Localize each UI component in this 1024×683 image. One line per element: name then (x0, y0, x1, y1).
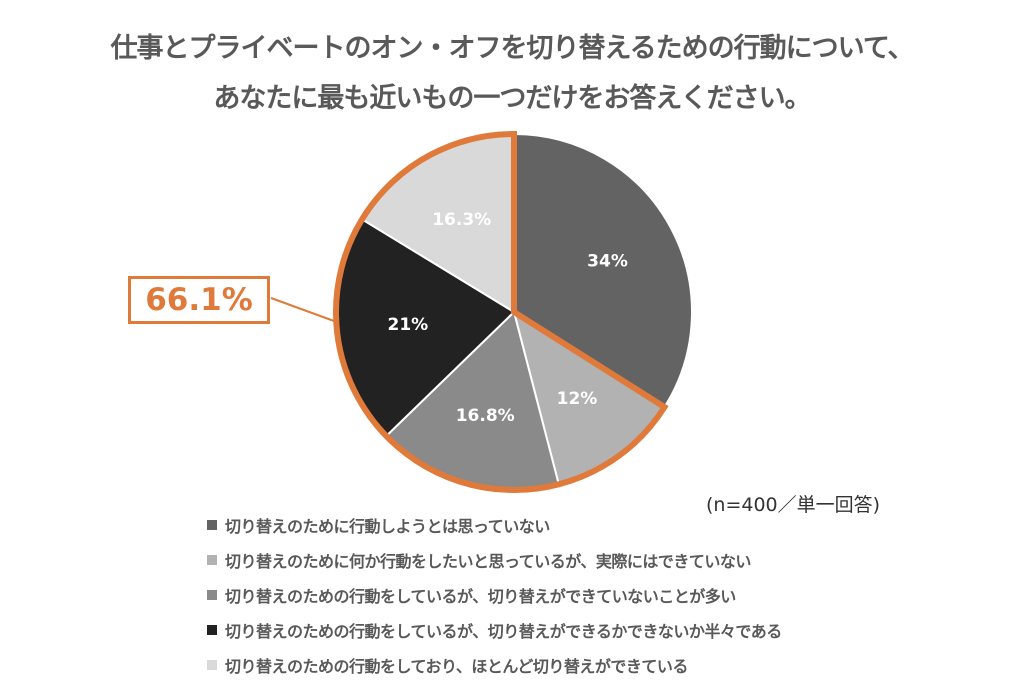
legend-swatch-icon (207, 519, 217, 530)
highlight-outline (333, 130, 669, 493)
chart-title-line2: あなたに最も近いもの一つだけをお答えください。 (213, 83, 811, 114)
slice-label: 16.3% (432, 210, 491, 230)
legend-swatch-icon (207, 589, 217, 600)
slice-label: 12% (557, 389, 598, 409)
callout-leader-line (270, 297, 335, 322)
legend: 切り替えのために行動しようとは思っていない 切り替えのために何か行動をしたいと思… (207, 507, 782, 682)
slice-label: 34% (587, 251, 628, 271)
legend-swatch-icon (207, 659, 217, 670)
sample-note: (n=400／単一回答) (706, 494, 881, 516)
legend-item: 切り替えのために行動しようとは思っていない (207, 507, 782, 542)
slice-label: 16.8% (456, 406, 515, 426)
legend-item: 切り替えのために何か行動をしたいと思っているが、実際にはできていない (207, 542, 782, 577)
legend-swatch-icon (207, 554, 217, 565)
pie-labels: 34% 12% 16.8% 21% 16.3% (388, 210, 628, 426)
legend-swatch-icon (207, 624, 217, 635)
slice-label: 21% (388, 315, 429, 335)
legend-item: 切り替えのための行動をしているが、切り替えができるかできないか半々である (207, 612, 782, 647)
legend-item: 切り替えのための行動をしているが、切り替えができていないことが多い (207, 577, 782, 612)
highlight-total-callout: 66.1% (128, 276, 270, 324)
legend-item: 切り替えのための行動をしており、ほとんど切り替えができている (207, 647, 782, 682)
chart-title-line1: 仕事とプライベートのオン・オフを切り替えるための行動について、 (110, 33, 914, 64)
